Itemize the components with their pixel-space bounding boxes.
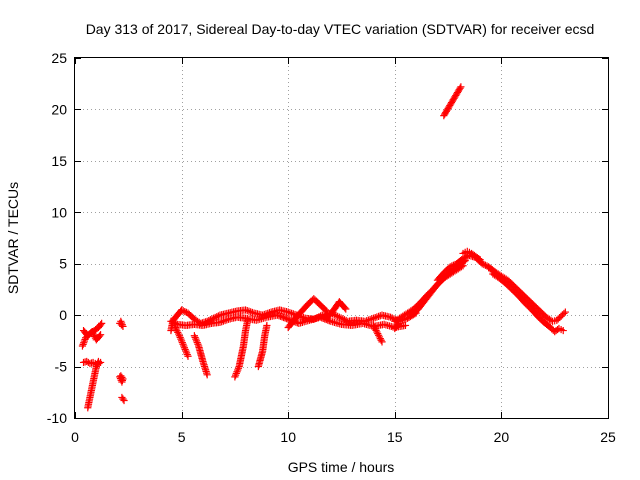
data-point-marker — [560, 309, 568, 318]
x-axis-label: GPS time / hours — [288, 459, 395, 475]
axis-ticks — [75, 58, 609, 419]
data-point-marker — [401, 321, 410, 330]
data-point-marker — [322, 307, 331, 315]
y-tick-label: 5 — [59, 256, 67, 272]
data-point-marker — [342, 305, 350, 313]
data-point-marker — [244, 316, 252, 324]
chart-title: Day 313 of 2017, Sidereal Day-to-day VTE… — [86, 21, 595, 37]
data-point-marker — [557, 312, 565, 320]
x-tick-label: 10 — [280, 429, 296, 445]
y-axis-label: SDTVAR / TECUs — [5, 182, 21, 294]
data-point-marker — [561, 308, 569, 316]
x-tick-label: 0 — [71, 429, 79, 445]
plot-frame — [74, 57, 609, 419]
data-point-marker — [559, 326, 567, 335]
data-point-marker — [96, 331, 105, 339]
data-point-marker — [96, 321, 105, 329]
data-point-marker — [321, 306, 329, 314]
data-point-marker — [203, 371, 211, 379]
data-point-marker — [117, 317, 125, 325]
y-tick-label: -5 — [55, 359, 68, 375]
data-point-marker — [378, 338, 386, 346]
data-point-marker — [263, 321, 271, 330]
x-tick-label: 25 — [600, 429, 616, 445]
data-point-marker — [476, 256, 484, 264]
data-point-marker — [95, 332, 104, 340]
x-tick-label: 5 — [178, 429, 186, 445]
grid — [75, 58, 608, 418]
data-point-marker — [457, 83, 465, 91]
y-tick-labels: -10 -5 0 5 10 15 20 25 — [47, 50, 67, 426]
data-point-marker — [94, 357, 103, 366]
x-tick-label: 15 — [387, 429, 403, 445]
y-tick-label: 15 — [51, 153, 67, 169]
data-point-marker — [117, 372, 125, 380]
data-point-marker — [184, 352, 192, 360]
data-point-marker — [341, 304, 349, 312]
data-markers — [78, 83, 569, 412]
y-tick-label: 10 — [51, 204, 67, 220]
y-tick-label: -10 — [47, 410, 67, 426]
y-tick-label: 0 — [59, 307, 67, 323]
data-point-marker — [558, 311, 567, 319]
data-point-marker — [556, 313, 564, 322]
y-tick-label: 25 — [51, 50, 67, 66]
data-point-marker — [98, 319, 106, 327]
y-tick-label: 20 — [51, 101, 67, 117]
data-point-marker — [459, 262, 467, 270]
data-point-marker — [120, 396, 128, 405]
x-tick-label: 20 — [494, 429, 510, 445]
x-tick-labels: 0 5 10 15 20 25 — [71, 429, 616, 445]
